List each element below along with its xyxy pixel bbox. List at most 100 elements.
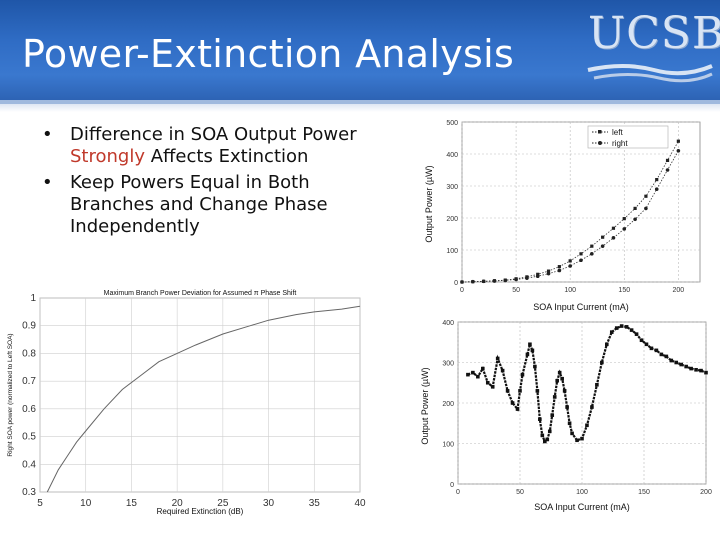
- point-right: [644, 206, 648, 211]
- oscillation-point: [557, 370, 562, 375]
- point-right: [492, 279, 497, 283]
- oscillation-point: [580, 436, 584, 441]
- oscillation-point: [481, 366, 485, 371]
- point-left: [546, 269, 551, 273]
- x-tick-label: 0: [460, 287, 464, 294]
- x-tick-label: 35: [309, 498, 321, 509]
- oscillation-point: [543, 439, 547, 444]
- point-right: [535, 274, 540, 279]
- oscillation-point: [510, 401, 515, 405]
- point-right: [622, 227, 627, 231]
- bullet-item-2: Keep Powers Equal in Both Branches and C…: [42, 172, 382, 238]
- y-tick-label: 300: [442, 361, 454, 368]
- legend-left-label: left: [612, 128, 623, 137]
- point-left: [676, 139, 680, 143]
- oscillation-point: [528, 342, 532, 347]
- oscillation-point: [495, 356, 500, 361]
- point-right: [676, 149, 681, 153]
- oscillation-point: [466, 372, 470, 377]
- y-tick-label: 0.9: [22, 321, 36, 332]
- header-shadow: [0, 104, 720, 112]
- oscillation-point: [500, 368, 505, 373]
- x-tick-label: 150: [638, 489, 650, 496]
- bullet-text-1a: Difference in SOA Output Power: [70, 124, 357, 145]
- y-tick-label: 0.8: [22, 348, 36, 359]
- oscillation-point: [674, 360, 679, 365]
- oscillation-point: [555, 378, 559, 383]
- series-line-right: [461, 150, 679, 283]
- oscillation-point: [609, 330, 614, 334]
- oscillation-point: [619, 324, 624, 328]
- point-right: [525, 276, 529, 280]
- point-left: [633, 206, 637, 210]
- legend-left-marker: [598, 130, 602, 134]
- oscillation-point: [570, 431, 574, 436]
- oscillation-point: [600, 360, 604, 365]
- oscillation-point: [525, 352, 530, 357]
- oscillation-point: [490, 385, 495, 389]
- oscillation-point: [614, 326, 619, 330]
- extinction-y-label: Right SOA power (normalized to Left SOA): [7, 333, 14, 456]
- oscillation-point: [590, 405, 594, 409]
- point-left: [590, 244, 594, 248]
- y-tick-label: 0.6: [22, 404, 36, 415]
- slide-title: Power-Extinction Analysis: [22, 32, 515, 76]
- legend-right-marker: [598, 141, 602, 145]
- oscillation-point: [699, 368, 703, 373]
- point-left: [611, 226, 616, 230]
- y-tick-label: 400: [446, 152, 458, 159]
- logo-text: UCSB: [588, 8, 720, 59]
- extinction-gridlines: [39, 297, 361, 493]
- power-series: [460, 139, 681, 284]
- power-x-label: SOA Input Current (mA): [533, 302, 629, 312]
- bullet-emphasis: Strongly: [70, 146, 145, 167]
- point-right: [481, 279, 486, 284]
- oscillation-point: [659, 352, 664, 357]
- oscillation-point: [624, 325, 629, 329]
- y-tick-label: 0.3: [22, 487, 36, 498]
- y-tick-label: 0.7: [22, 376, 36, 387]
- point-left: [665, 158, 670, 162]
- oscillation-point: [629, 328, 634, 332]
- point-right: [568, 264, 572, 268]
- oscillation-point: [520, 372, 525, 377]
- oscillation-point: [634, 332, 639, 336]
- x-tick-label: 200: [673, 287, 685, 294]
- power-tick-labels: 0 50 100 150 200 0 100 200 300 400 500: [446, 120, 684, 294]
- y-tick-label: 0: [450, 482, 454, 489]
- oscillation-point: [538, 417, 542, 421]
- point-right: [503, 278, 508, 283]
- power-legend: left right: [587, 125, 669, 149]
- oscillation-y-label: Output Power (µW): [420, 367, 430, 444]
- x-tick-label: 30: [263, 498, 275, 509]
- extinction-chart: Maximum Branch Power Deviation for Assum…: [7, 290, 366, 516]
- point-right: [654, 187, 659, 191]
- point-left: [579, 252, 583, 256]
- oscillation-chart: 0 50 100 150 200 0 100 200 300 400 SOA Input Curr…: [420, 320, 712, 512]
- logo-waves-icon: [587, 64, 713, 83]
- oscillation-point: [585, 423, 589, 428]
- x-tick-label: 50: [516, 489, 524, 496]
- extinction-tick-labels: 5 10 15 20 25 30 35 40 0.3 0.4 0.5 0.6 0.7 0.8 0.9 1: [22, 293, 366, 509]
- point-right: [557, 268, 562, 273]
- bullet-list: Difference in SOA Output Power Strongly …: [42, 124, 382, 242]
- x-tick-label: 40: [354, 498, 366, 509]
- legend-right-label: right: [612, 139, 628, 148]
- oscillation-point: [547, 429, 552, 434]
- y-tick-label: 500: [446, 120, 458, 127]
- y-tick-label: 100: [446, 248, 458, 255]
- extinction-x-label: Required Extinction (dB): [157, 507, 244, 516]
- oscillation-point: [704, 370, 708, 375]
- x-tick-label: 100: [564, 287, 576, 294]
- point-left: [557, 265, 561, 269]
- point-left: [536, 272, 540, 276]
- oscillation-point: [565, 405, 569, 409]
- oscillation-point: [595, 382, 599, 387]
- oscillation-point: [575, 438, 579, 443]
- extinction-plot-frame: [39, 297, 361, 493]
- oscillation-point: [669, 358, 674, 363]
- oscillation-point: [684, 364, 688, 369]
- header-divider: [0, 100, 720, 104]
- y-tick-label: 0.5: [22, 432, 36, 443]
